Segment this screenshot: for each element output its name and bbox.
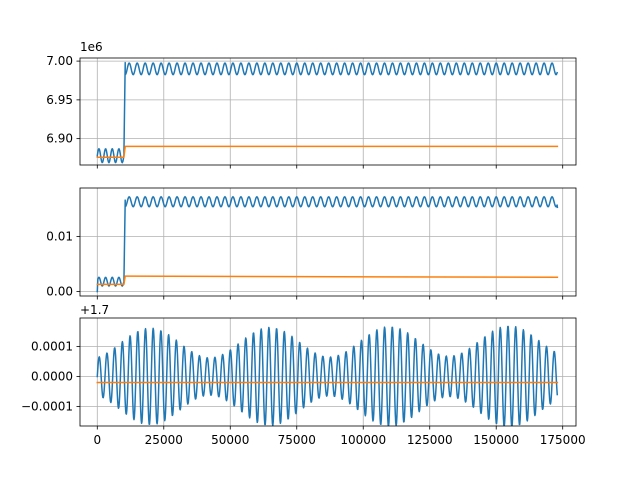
x-tick-label: 50000 [211, 433, 249, 447]
subplot-1-x-ticks [96, 165, 564, 169]
subplot-2-plot-area [96, 196, 559, 293]
subplot-3-y-tick-label: 0.0000 [31, 370, 73, 384]
subplot-2-y-tick-label: 0.00 [46, 285, 73, 299]
subplot-1: 6.90 6.95 7.00 1e6 [46, 40, 577, 169]
subplot-2-frame [79, 187, 577, 297]
x-tick-label: 75000 [278, 433, 316, 447]
x-tick-label: 100000 [340, 433, 386, 447]
subplot-3-series-1-line [96, 325, 559, 426]
subplot-2-y-tick-label: 0.01 [46, 229, 73, 243]
subplot-1-offset-text: 1e6 [80, 40, 103, 54]
subplot-2-y-ticks: 0.00 0.01 [46, 229, 80, 299]
x-tick-label: 25000 [145, 433, 183, 447]
subplot-1-series-2-line [96, 145, 559, 158]
subplot-1-y-tick-label: 7.00 [46, 54, 73, 68]
x-tick-label: 175000 [540, 433, 586, 447]
subplot-1-plot-area [96, 61, 559, 164]
subplot-2-grid [80, 188, 576, 296]
subplot-3: −0.0001 0.0000 0.0001 0 25000 50000 75000 1000… [21, 303, 586, 447]
x-tick-label: 125000 [407, 433, 453, 447]
subplot-2-x-ticks [96, 296, 564, 300]
subplot-2-series-1-line [96, 196, 559, 293]
subplot-3-plot-area [96, 325, 559, 426]
subplot-3-frame [79, 317, 577, 427]
subplot-3-y-tick-label: −0.0001 [21, 400, 73, 414]
subplot-1-y-ticks: 6.90 6.95 7.00 [46, 54, 80, 146]
subplot-1-grid [80, 58, 576, 165]
subplot-1-y-tick-label: 6.95 [46, 93, 73, 107]
subplot-1-y-tick-label: 6.90 [46, 132, 73, 146]
subplot-3-x-ticks: 0 25000 50000 75000 100000 125000 150000 175000 [93, 426, 586, 447]
subplot-3-offset-text: +1.7 [80, 303, 109, 317]
subplot-1-series-1-line [96, 61, 559, 164]
subplot-3-y-tick-label: 0.0001 [31, 340, 73, 354]
x-tick-label: 150000 [473, 433, 519, 447]
subplot-1-frame [79, 57, 577, 166]
subplot-2-series-2-line [96, 275, 559, 286]
subplot-3-y-ticks: −0.0001 0.0000 0.0001 [21, 340, 80, 414]
subplot-2: 0.00 0.01 [46, 187, 577, 300]
x-tick-label: 0 [93, 433, 101, 447]
